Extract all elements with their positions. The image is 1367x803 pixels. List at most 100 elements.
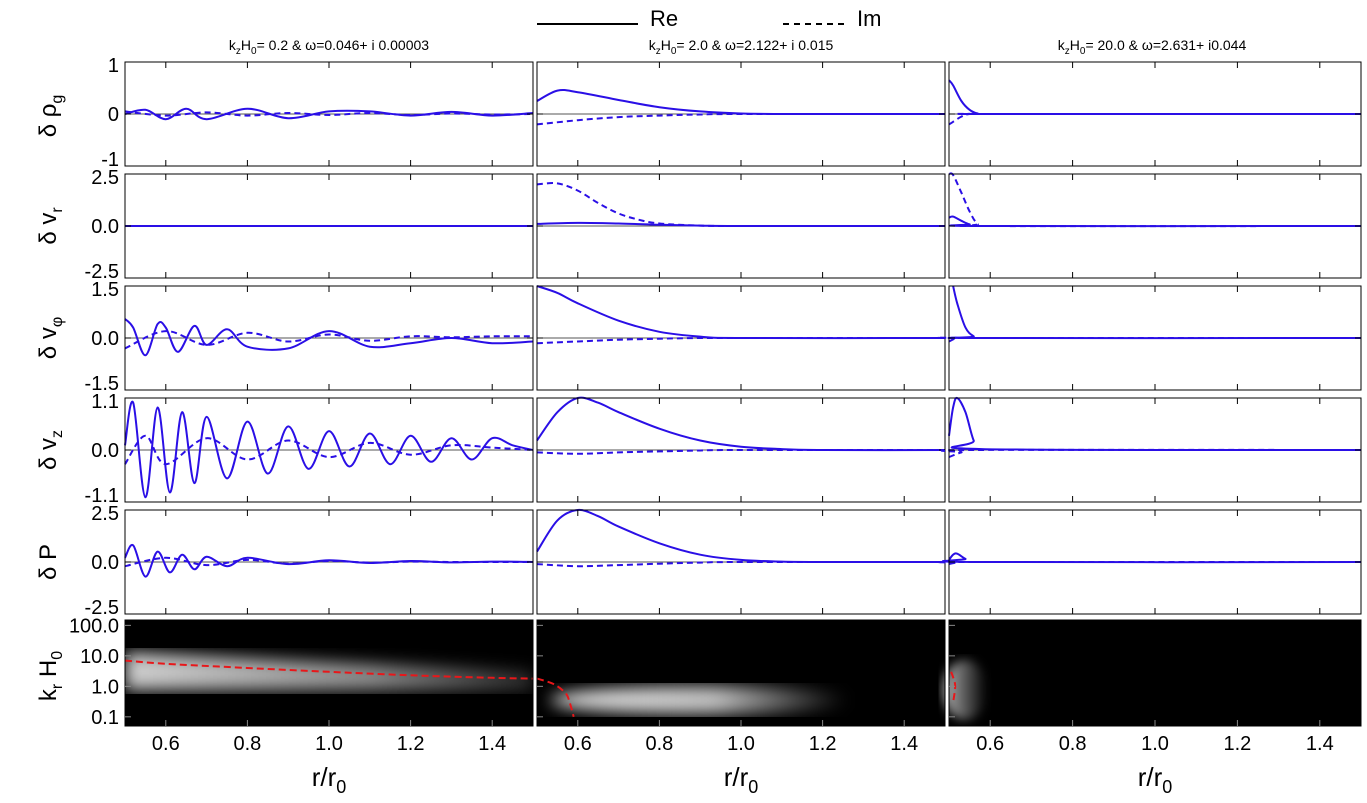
column-title-0: kzH0= 0.2 & ω=0.046+ i 0.00003 [229,37,429,57]
x-axis-1: 0.6 0.8 1.0 1.2 1.4 r/r0 [564,733,918,797]
y-tick-label: 0.1 [91,707,119,729]
panel-r0-c0: 1 0 -1 [101,55,534,171]
x-axis-2: 0.6 0.8 1.0 1.2 1.4 r/r0 [976,733,1333,797]
kr-track-line [536,677,575,718]
legend-dashed-label: Im [857,6,881,31]
x-tick-label: 0.6 [564,733,592,755]
series-im-line [536,336,945,345]
x-axis-0: 0.6 0.8 1.0 1.2 1.4 r/r0 [152,733,506,797]
x-axis-title: r/r0 [1138,762,1173,797]
y-tick-label: -1.1 [85,485,119,507]
series-re-line [124,318,534,357]
y-tick-label: -1 [101,149,119,171]
panels: 10-12.50.0-2.51.50.0-1.51.10.0-1.12.50.0… [85,55,1362,619]
row-label-dvphi: δ vφ [35,317,66,359]
series-re-line [536,396,946,452]
series-im-line [948,112,1361,126]
y-tick-label: 2.5 [91,503,119,525]
panel-r3-c0: 1.1 0.0 -1.1 [85,391,534,507]
legend-solid-label: Re [650,6,678,31]
series-re-line [124,543,534,578]
y-tick-label: 1.1 [91,391,119,413]
y-tick-label: -2.5 [85,261,119,283]
x-tick-label: 0.8 [1059,733,1087,755]
series-re-line [536,508,946,564]
panel-r4-c0: 2.5 0.0 -2.5 [85,503,534,619]
row-label-drho: δ ρg [35,95,66,138]
spectrum-frames: 100.0 10.0 1.0 0.1 [69,615,1362,729]
series-re-line [941,552,1362,564]
panel-r2-c0: 1.5 0.0 -1.5 [85,279,534,395]
spectrum-row: 100.0 10.0 1.0 0.1 [69,615,1362,729]
column-titles: kzH0= 0.2 & ω=0.046+ i 0.00003 kzH0= 2.0… [229,37,1247,57]
kr-track-line [124,659,534,680]
x-tick-label: 1.2 [809,733,837,755]
series-im-line [536,448,946,455]
series-im-line [940,448,1362,459]
x-tick-label: 1.4 [1306,733,1334,755]
spectrum-panel-1 [536,619,946,727]
series-im-line [124,110,534,117]
series-im-line [536,112,946,126]
x-axes: 0.6 0.8 1.0 1.2 1.4r/r00.6 0.8 1.0 1.2 1.4r/r00.… [152,733,1334,797]
x-tick-label: 1.2 [397,733,425,755]
row-labels: δ ρg δ vr δ vφ δ vz δ P kr H0 [35,95,66,701]
row-label-dp: δ P [35,544,62,580]
series-re-line [948,215,1362,228]
panel-r1-c1 [536,173,946,279]
x-tick-label: 1.2 [1223,733,1251,755]
kr-track-line [950,671,957,703]
legend: Re Im [537,6,881,31]
series-im-line [936,560,1362,566]
y-tick-label: 0 [108,104,119,126]
y-tick-label: 2.5 [91,167,119,189]
column-title-2: kzH0= 20.0 & ω=2.631+ i0.044 [1058,37,1247,57]
y-tick-label: -2.5 [85,597,119,619]
x-tick-label: 0.6 [976,733,1004,755]
spectrum-panel-1-band [550,686,850,714]
row-label-dvz: δ vz [35,430,66,470]
panel-r3-c1 [536,396,946,503]
x-tick-label: 1.0 [727,733,755,755]
series-re-line [124,400,534,499]
panel-r1-c0: 2.5 0.0 -2.5 [85,167,534,283]
y-tick-label: 0.0 [91,552,119,574]
row-label-krh0: kr H0 [35,651,66,701]
x-tick-label: 1.4 [478,733,506,755]
y-tick-label: 10.0 [80,646,119,668]
column-title-1: kzH0= 2.0 & ω=2.122+ i 0.015 [649,37,834,57]
series-im-line [124,434,534,466]
spectrum-panel-2-band [943,660,987,720]
series-re-line [948,79,1362,116]
panel-r4-c2 [936,509,1362,615]
series-im-line [536,560,946,568]
series-im-line [936,336,1361,343]
row-label-dvr: δ vr [35,207,66,245]
panel-r3-c2 [940,396,1362,503]
series-re-line [950,285,1362,340]
panel-r2-c2 [936,285,1362,391]
spectrum-panel-2-bg [949,620,1361,726]
series-im-line [124,556,534,568]
y-tick-label: 0.0 [91,440,119,462]
x-tick-label: 1.0 [315,733,343,755]
y-tick-label: 1 [108,55,119,77]
spectrum-panel-0: 100.0 10.0 1.0 0.1 [69,615,534,729]
series-im-line [536,182,946,228]
panel-r0-c2 [948,61,1362,167]
y-tick-label: -1.5 [85,373,119,395]
x-tick-label: 1.0 [1141,733,1169,755]
x-axis-title: r/r0 [724,762,759,797]
x-axis-title: r/r0 [312,762,347,797]
panel-r4-c1 [536,508,946,615]
series-re-line [536,285,946,340]
y-tick-label: 1.5 [91,279,119,301]
x-tick-label: 0.8 [645,733,673,755]
series-im-line [124,330,534,350]
series-im-line [948,172,1362,228]
y-tick-label: 100.0 [69,615,119,637]
panel-r1-c2 [948,172,1362,279]
x-tick-label: 0.8 [233,733,261,755]
series-re-line [124,107,534,121]
